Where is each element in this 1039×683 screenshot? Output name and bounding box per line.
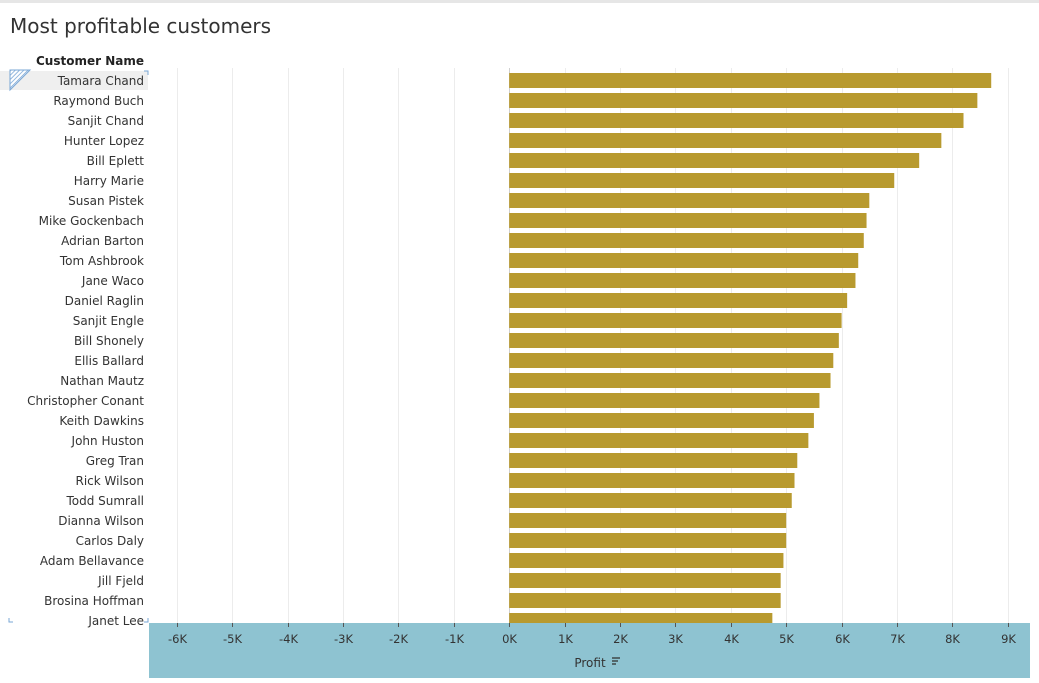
bar[interactable] [509, 593, 781, 608]
x-tick-label: 9K [1001, 632, 1016, 646]
bar[interactable] [509, 133, 942, 148]
selection-triangle [9, 69, 32, 92]
top-border [0, 0, 1039, 3]
row-label[interactable]: Adrian Barton [61, 234, 144, 248]
x-tick-label: 8K [945, 632, 960, 646]
row-label[interactable]: Susan Pistek [68, 194, 144, 208]
row-label[interactable]: Todd Sumrall [65, 494, 144, 508]
x-tick-label: 1K [558, 632, 573, 646]
row-label[interactable]: Jane Waco [81, 274, 144, 288]
row-label[interactable]: Sanjit Engle [73, 314, 144, 328]
bar[interactable] [509, 233, 864, 248]
row-label[interactable]: Mike Gockenbach [39, 214, 144, 228]
x-tick-label: 7K [890, 632, 905, 646]
x-tick-label: 5K [779, 632, 794, 646]
x-tick-label: -2K [389, 632, 408, 646]
bar[interactable] [509, 333, 839, 348]
x-tick-label: 3K [668, 632, 683, 646]
bar[interactable] [509, 433, 809, 448]
sort-descending-icon[interactable] [612, 657, 620, 665]
bar[interactable] [509, 453, 798, 468]
x-axis-title[interactable]: Profit [574, 656, 606, 670]
row-label[interactable]: Greg Tran [86, 454, 144, 468]
row-label[interactable]: Sanjit Chand [68, 114, 144, 128]
bar[interactable] [509, 513, 787, 528]
bar[interactable] [509, 553, 784, 568]
bar[interactable] [509, 393, 820, 408]
selected-row-highlight [0, 71, 148, 90]
x-tick-label: -1K [445, 632, 464, 646]
row-label[interactable]: Hunter Lopez [64, 134, 144, 148]
row-label[interactable]: Harry Marie [74, 174, 144, 188]
bar[interactable] [509, 93, 978, 108]
x-axis: -6K -5K -4K -3K -2K -1K 0K 1K 2K 3K 4K 5K 6K 7K 8K 9K Pr… [149, 623, 1030, 678]
row-label[interactable]: Carlos Daly [76, 534, 144, 548]
chart-title: Most profitable customers [10, 14, 272, 38]
row-label[interactable]: Bill Shonely [74, 334, 144, 348]
row-label[interactable]: Adam Bellavance [40, 554, 144, 568]
bar[interactable] [509, 273, 856, 288]
row-label[interactable]: Tom Ashbrook [59, 254, 144, 268]
x-tick-label: -5K [223, 632, 242, 646]
x-tick-label: 4K [724, 632, 739, 646]
row-label[interactable]: Jill Fjeld [97, 574, 144, 588]
x-tick-label: 2K [613, 632, 628, 646]
x-axis-band[interactable] [149, 623, 1030, 678]
row-label[interactable]: Raymond Buch [53, 94, 144, 108]
row-label[interactable]: Keith Dawkins [59, 414, 144, 428]
row-label[interactable]: Nathan Mautz [60, 374, 144, 388]
bar[interactable] [509, 373, 831, 388]
bar[interactable] [509, 573, 781, 588]
bar[interactable] [509, 533, 787, 548]
corner-bracket-top-right [144, 70, 149, 75]
corner-bracket-bottom-left [8, 618, 13, 623]
row-label[interactable]: Dianna Wilson [58, 514, 144, 528]
corner-bracket-bottom-right [144, 618, 149, 623]
x-tick-label: -4K [279, 632, 298, 646]
bar[interactable] [509, 153, 920, 168]
bar[interactable] [509, 113, 964, 128]
bar[interactable] [509, 473, 795, 488]
row-label[interactable]: Bill Eplett [87, 154, 145, 168]
bar[interactable] [509, 353, 834, 368]
bars [509, 73, 992, 628]
bar[interactable] [509, 293, 848, 308]
x-tick-label: 6K [835, 632, 850, 646]
row-label[interactable]: Rick Wilson [75, 474, 144, 488]
selection-marker [8, 69, 149, 623]
row-label[interactable]: Janet Lee [87, 614, 144, 628]
bar[interactable] [509, 193, 870, 208]
row-header-customer-name[interactable]: Customer Name [36, 54, 144, 68]
bar[interactable] [509, 213, 867, 228]
row-label[interactable]: Daniel Raglin [65, 294, 144, 308]
x-tick-label: -3K [334, 632, 353, 646]
bar[interactable] [509, 173, 895, 188]
bar[interactable] [509, 313, 842, 328]
row-label[interactable]: Christopher Conant [27, 394, 144, 408]
x-tick-label: 0K [502, 632, 517, 646]
row-label[interactable]: John Huston [71, 434, 144, 448]
bar[interactable] [509, 73, 992, 88]
bar[interactable] [509, 253, 859, 268]
row-label[interactable]: Ellis Ballard [74, 354, 144, 368]
row-labels: Tamara Chand Raymond Buch Sanjit Chand Hunt… [0, 71, 148, 628]
x-tick-label: -6K [168, 632, 187, 646]
row-label[interactable]: Tamara Chand [57, 74, 144, 88]
bar[interactable] [509, 413, 814, 428]
bar[interactable] [509, 493, 792, 508]
row-label[interactable]: Brosina Hoffman [44, 594, 144, 608]
